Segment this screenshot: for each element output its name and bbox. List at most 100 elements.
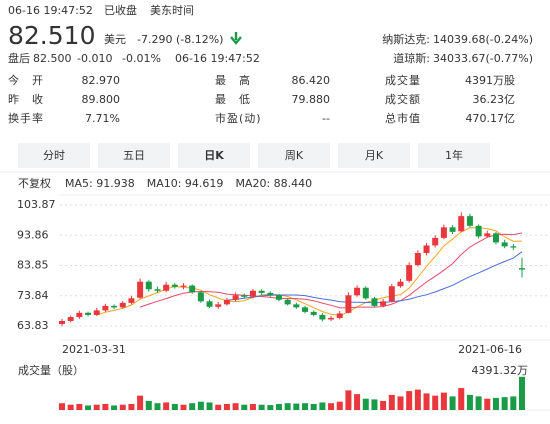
tab[interactable] bbox=[178, 143, 250, 168]
zone: 美东时间 bbox=[150, 4, 194, 17]
stat-value: 4391万股 bbox=[465, 74, 515, 87]
volume-bar bbox=[371, 399, 378, 410]
tab-label: 日K bbox=[204, 149, 224, 162]
volume-bar bbox=[406, 391, 413, 410]
stat-label: 今开 bbox=[8, 73, 56, 87]
stat-label: 成交额 bbox=[385, 92, 421, 106]
price: 82.510 bbox=[8, 21, 95, 50]
candle-body bbox=[258, 290, 265, 293]
candle-body bbox=[189, 285, 196, 293]
candle-body bbox=[519, 268, 525, 270]
stat-value: 79.880 bbox=[292, 93, 331, 106]
candle-body bbox=[93, 310, 100, 315]
volume-bar bbox=[111, 405, 118, 410]
ma-legend: MA20: 88.440 bbox=[235, 177, 312, 190]
candle-body bbox=[111, 305, 118, 308]
tab[interactable] bbox=[98, 143, 170, 168]
candle-body bbox=[362, 287, 369, 299]
volume-bar bbox=[519, 376, 525, 410]
candle-body bbox=[275, 295, 282, 300]
tab[interactable] bbox=[258, 143, 330, 168]
y-tick-label: 63.83 bbox=[17, 319, 49, 332]
candle-body bbox=[293, 304, 300, 308]
candle-body bbox=[145, 281, 152, 290]
candle-body bbox=[67, 317, 74, 321]
ma-line bbox=[139, 232, 523, 309]
volume-bar bbox=[328, 403, 335, 410]
y-tick-label: 103.87 bbox=[17, 198, 56, 211]
index-value: 34033.67(-0.77%) bbox=[433, 52, 533, 65]
after-pct: -0.01% bbox=[122, 52, 161, 65]
candle-body bbox=[154, 289, 161, 291]
volume-bar bbox=[154, 403, 161, 410]
volume-bar bbox=[484, 398, 491, 410]
volume-bar bbox=[414, 389, 421, 410]
tab-label: 周K bbox=[285, 149, 304, 162]
stat-value: 86.420 bbox=[292, 74, 331, 87]
tab[interactable] bbox=[418, 143, 490, 168]
candle-body bbox=[206, 301, 213, 307]
volume-bar bbox=[102, 403, 109, 410]
adjust: 不复权 bbox=[18, 176, 51, 190]
candle-body bbox=[501, 242, 508, 247]
currency: 美元 bbox=[104, 33, 126, 46]
volume-bar bbox=[267, 405, 274, 410]
volume-bar bbox=[397, 396, 404, 410]
candle-body bbox=[432, 237, 439, 246]
volume-bar bbox=[501, 397, 508, 410]
y-tick-label: 93.86 bbox=[17, 228, 49, 241]
after-time: 06-16 19:47:52 bbox=[175, 52, 260, 65]
tab-label: 五日 bbox=[123, 149, 145, 162]
candle-body bbox=[59, 320, 65, 324]
volume-bar bbox=[163, 402, 170, 410]
volume-bar bbox=[458, 388, 465, 410]
down-arrow bbox=[230, 32, 242, 45]
volume-bar bbox=[93, 404, 100, 410]
candle-body bbox=[328, 317, 335, 320]
candle-body bbox=[371, 298, 378, 306]
candle-body bbox=[423, 245, 430, 253]
candle-body bbox=[241, 295, 248, 297]
candle-body bbox=[163, 284, 170, 291]
candle-body bbox=[310, 311, 317, 315]
ma-legend: MA10: 94.619 bbox=[147, 177, 224, 190]
stat-label: 换手率 bbox=[8, 111, 44, 125]
x-label: 2021-06-16 bbox=[458, 343, 522, 356]
candle-body bbox=[345, 295, 352, 313]
tab[interactable] bbox=[338, 143, 410, 168]
candle-body bbox=[171, 284, 178, 287]
volume-bar bbox=[119, 404, 126, 410]
volume-bar bbox=[137, 395, 144, 410]
stat-label: 总市值 bbox=[385, 111, 421, 125]
tab[interactable] bbox=[18, 143, 90, 168]
candle-body bbox=[380, 301, 387, 306]
candle-body bbox=[232, 295, 239, 300]
volume-bar bbox=[76, 403, 83, 410]
volume-bar bbox=[432, 395, 439, 410]
candle-body bbox=[215, 304, 222, 307]
volume-title: 成交量（股） bbox=[18, 363, 84, 377]
volume-bar bbox=[310, 403, 317, 410]
ma-line bbox=[96, 227, 523, 317]
volume-bar bbox=[345, 390, 352, 410]
volume-bar bbox=[302, 403, 309, 410]
volume-bar bbox=[145, 400, 152, 410]
volume-bar bbox=[85, 405, 92, 410]
stat-value: 82.970 bbox=[82, 74, 121, 87]
stat-value: -- bbox=[322, 112, 330, 125]
volume-bar bbox=[388, 394, 395, 410]
candle-body bbox=[406, 265, 413, 281]
volume-bar bbox=[362, 398, 369, 410]
tab-label: 1年 bbox=[445, 148, 463, 162]
volume-bar bbox=[232, 403, 239, 410]
candle-body bbox=[197, 292, 204, 302]
candle-body bbox=[180, 285, 187, 287]
index-name: 纳斯达克: bbox=[382, 33, 430, 46]
volume-bar bbox=[171, 403, 178, 410]
stat-label: 最高 bbox=[215, 73, 263, 87]
status: 已收盘 bbox=[104, 3, 137, 17]
stat-label: 最低 bbox=[215, 93, 263, 106]
candle-body bbox=[475, 225, 482, 237]
candle-body bbox=[484, 233, 491, 237]
volume-max: 4391.32万 bbox=[472, 364, 529, 377]
